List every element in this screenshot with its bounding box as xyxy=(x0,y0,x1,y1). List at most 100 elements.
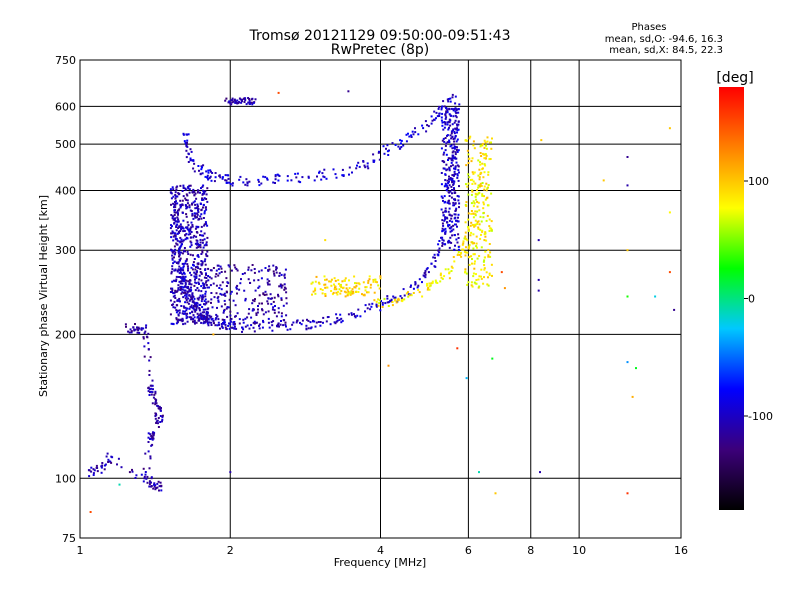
data-point xyxy=(280,297,283,300)
data-point xyxy=(471,183,474,185)
data-point xyxy=(154,417,157,420)
data-point xyxy=(454,167,457,170)
data-point xyxy=(200,225,203,228)
data-point xyxy=(470,255,473,258)
data-point xyxy=(323,283,326,286)
data-point xyxy=(252,101,255,104)
data-point xyxy=(437,107,440,110)
data-point xyxy=(196,254,199,257)
data-point xyxy=(434,256,436,259)
data-point xyxy=(234,100,237,103)
x-tick-label: 16 xyxy=(674,544,688,557)
data-point xyxy=(175,278,178,281)
data-point xyxy=(197,314,200,317)
data-point xyxy=(244,317,247,320)
data-point xyxy=(225,307,228,310)
data-point xyxy=(458,253,461,256)
data-point xyxy=(431,282,434,284)
data-point xyxy=(356,314,359,317)
data-point xyxy=(437,249,440,252)
data-point xyxy=(225,328,228,330)
data-point xyxy=(468,157,471,160)
data-point xyxy=(204,281,207,284)
data-point xyxy=(146,475,149,478)
data-point xyxy=(223,322,225,325)
data-point xyxy=(477,184,480,187)
data-point xyxy=(199,246,202,249)
data-point xyxy=(197,263,200,265)
data-point xyxy=(441,242,444,244)
data-point xyxy=(465,238,468,241)
data-point xyxy=(188,206,191,209)
data-point xyxy=(267,310,270,313)
data-point xyxy=(189,240,192,243)
data-point xyxy=(245,178,248,181)
data-point xyxy=(488,274,491,276)
data-point xyxy=(314,287,317,290)
data-point xyxy=(455,161,458,164)
data-point xyxy=(441,227,444,230)
data-point xyxy=(211,306,214,309)
data-point xyxy=(430,122,433,125)
data-point xyxy=(448,169,451,172)
data-point xyxy=(448,277,451,280)
data-point xyxy=(172,231,175,234)
data-point xyxy=(207,178,210,181)
data-point xyxy=(463,237,466,240)
colorbar-tick-label: 0 xyxy=(748,293,755,306)
data-point xyxy=(203,190,206,193)
data-point xyxy=(398,147,401,150)
data-point xyxy=(366,165,369,168)
data-point xyxy=(260,182,263,185)
data-point xyxy=(326,286,328,289)
data-point xyxy=(426,282,429,285)
data-point xyxy=(195,321,198,324)
data-point xyxy=(481,182,484,184)
data-point xyxy=(453,170,456,173)
data-point xyxy=(174,234,177,237)
data-point xyxy=(441,124,444,127)
data-point xyxy=(454,102,457,105)
data-point xyxy=(473,281,476,284)
data-point xyxy=(226,306,229,309)
data-point xyxy=(444,268,447,271)
data-point xyxy=(191,203,194,206)
data-point xyxy=(207,324,210,327)
data-point xyxy=(183,277,186,280)
data-point xyxy=(318,171,320,174)
data-point xyxy=(375,300,378,303)
data-point xyxy=(233,321,236,323)
data-point xyxy=(228,181,231,184)
data-point xyxy=(224,99,227,102)
data-point xyxy=(440,195,443,198)
data-point xyxy=(188,294,191,297)
data-point xyxy=(423,272,426,275)
data-point xyxy=(382,145,385,148)
data-point xyxy=(472,144,475,147)
data-point xyxy=(278,285,281,288)
data-point xyxy=(485,197,488,200)
data-point xyxy=(244,299,247,302)
data-point xyxy=(177,213,179,216)
data-point xyxy=(277,295,280,298)
data-point xyxy=(248,308,251,311)
data-point xyxy=(268,280,271,283)
data-point xyxy=(191,159,194,162)
data-point xyxy=(200,290,203,293)
data-point xyxy=(347,313,350,316)
data-point xyxy=(467,162,470,164)
data-point xyxy=(425,268,428,271)
data-point xyxy=(441,244,444,247)
data-point xyxy=(474,219,477,222)
data-point xyxy=(394,299,397,302)
data-point xyxy=(196,216,199,219)
data-point xyxy=(182,227,185,230)
data-point xyxy=(194,322,196,325)
data-point xyxy=(186,290,189,293)
data-point xyxy=(451,164,454,167)
data-point xyxy=(192,201,195,204)
data-point xyxy=(482,260,485,263)
data-point xyxy=(188,230,191,233)
data-point xyxy=(354,316,357,319)
data-point xyxy=(236,312,239,315)
